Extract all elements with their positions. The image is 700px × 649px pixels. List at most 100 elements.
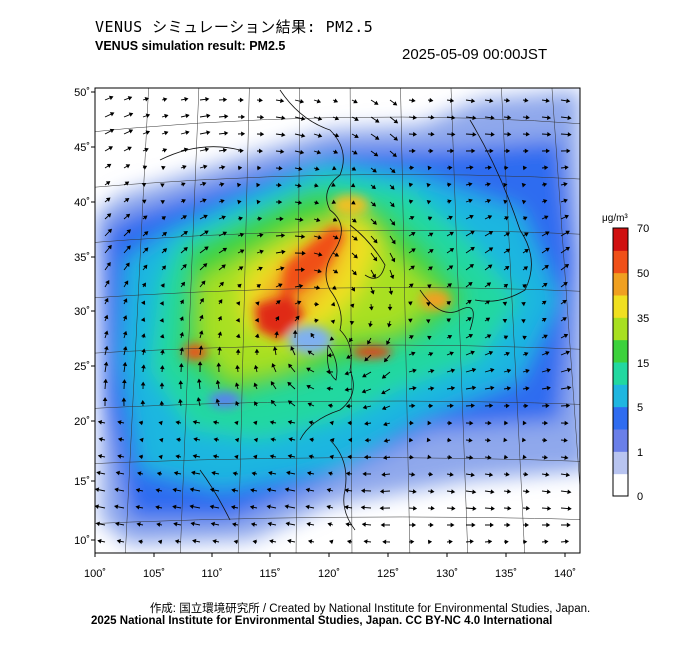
wind-arrow-head — [332, 165, 337, 171]
wind-arrow-head — [292, 329, 298, 334]
wind-arrow-head — [412, 368, 417, 374]
wind-arrow-head — [562, 317, 567, 322]
wind-arrow-head — [234, 437, 240, 443]
colorbar: μg/m³ 70 50 35 15 5 1 0 — [602, 213, 649, 503]
wind-arrow-head — [280, 149, 285, 154]
wind-arrow-head — [505, 98, 511, 103]
wind-arrow-head — [506, 489, 512, 494]
wind-arrow-head — [199, 314, 204, 320]
wind-arrow-head — [145, 130, 151, 135]
wind-arrow-head — [175, 420, 180, 425]
wind-arrow-head — [314, 318, 319, 324]
wind-arrow-head — [268, 470, 273, 476]
wind-arrow-head — [217, 315, 222, 321]
wind-arrow-head — [447, 182, 452, 188]
wind-arrow-head — [114, 487, 119, 493]
wind-arrow-head — [351, 166, 357, 171]
wind-arrow-head — [563, 281, 568, 287]
wind-arrow-head — [390, 221, 396, 226]
wind-arrow-head — [103, 361, 109, 366]
wind-arrow-head — [329, 420, 334, 426]
wind-arrow-head — [546, 489, 551, 494]
wind-arrow-head — [449, 472, 454, 477]
wind-arrow-head — [128, 129, 134, 134]
wind-arrow-head — [430, 489, 435, 494]
wind-arrow-head — [108, 146, 113, 151]
wind-arrow-head — [545, 351, 550, 356]
wind-arrow-head — [138, 454, 143, 460]
wind-arrow-head — [161, 265, 167, 270]
wind-arrow-head — [301, 250, 306, 256]
wind-arrow-head — [220, 182, 225, 187]
wind-arrow-head — [221, 264, 226, 269]
wind-arrow-head — [449, 351, 454, 356]
wind-arrow-head — [543, 199, 548, 204]
wind-arrow-head — [210, 521, 215, 527]
wind-arrow-head — [140, 317, 146, 322]
wind-arrow-head — [370, 289, 375, 295]
wind-arrow-head — [564, 455, 569, 460]
wind-arrow-head — [97, 538, 102, 544]
wind-arrow-head — [192, 453, 197, 459]
wind-arrow-head — [450, 148, 455, 154]
wind-arrow-head — [489, 98, 494, 104]
wind-arrow-head — [256, 199, 261, 205]
wind-arrow-head — [284, 487, 290, 492]
wind-arrow-head — [278, 165, 283, 171]
wind-arrow-head — [202, 181, 207, 187]
wind-arrow-head — [371, 273, 376, 279]
wind-arrow-head — [202, 198, 207, 203]
wind-arrow-head — [490, 385, 495, 391]
wind-arrow-head — [427, 165, 432, 171]
wind-arrow-head — [525, 368, 530, 374]
wind-arrow-head — [354, 116, 359, 121]
wind-arrow-head — [219, 281, 224, 287]
wind-arrow-head — [386, 340, 391, 345]
wind-arrow-head — [287, 381, 292, 387]
wind-arrow-head — [567, 115, 572, 121]
lon-label-135: 135˚ — [495, 568, 517, 580]
wind-arrow-head — [505, 471, 510, 477]
wind-arrow-head — [503, 283, 509, 289]
wind-arrow-head — [182, 215, 187, 220]
wind-arrow-head — [183, 147, 189, 153]
wind-arrow-head — [371, 202, 377, 207]
wind-arrow-head — [270, 381, 275, 386]
wind-arrow-head — [297, 183, 302, 188]
wind-arrow-head — [412, 115, 417, 120]
wind-arrow-head — [521, 437, 527, 443]
lon-label-110: 110˚ — [201, 568, 222, 580]
wind-arrow-head — [160, 183, 165, 188]
wind-arrow-head — [162, 231, 167, 237]
wind-arrow-head — [392, 101, 398, 106]
credit-line-1: 作成: 国立環境研究所 / Created by National Instit… — [149, 603, 591, 615]
wind-arrow-head — [235, 364, 240, 370]
wind-arrow-head — [546, 368, 551, 373]
wind-arrow-head — [97, 454, 103, 459]
wind-arrow-head — [389, 274, 395, 280]
wind-arrow-head — [347, 420, 352, 426]
lon-label-130: 130˚ — [436, 568, 458, 580]
wind-arrow-head — [256, 182, 261, 188]
wind-arrow-head — [504, 165, 509, 171]
wind-arrow-head — [351, 200, 356, 205]
wind-arrow-head — [235, 400, 240, 406]
wind-arrow-head — [503, 182, 508, 188]
wind-arrow-head — [429, 403, 434, 409]
wind-arrow-head — [363, 539, 368, 544]
wind-arrow-head — [345, 471, 351, 477]
wind-arrow-head — [157, 539, 163, 545]
wind-arrow-head — [350, 287, 356, 292]
wind-arrow-head — [524, 97, 529, 103]
wind-arrow-head — [205, 96, 210, 102]
wind-arrow-head — [411, 248, 416, 253]
wind-arrow-head — [486, 198, 492, 204]
wind-arrow-head — [450, 368, 456, 373]
wind-arrow-head — [212, 420, 218, 425]
wind-arrow-head — [159, 437, 164, 443]
wind-arrow-head — [299, 283, 304, 289]
wind-arrow-head — [507, 505, 512, 511]
wind-arrow-head — [425, 319, 431, 324]
wind-arrow-head — [192, 538, 197, 544]
